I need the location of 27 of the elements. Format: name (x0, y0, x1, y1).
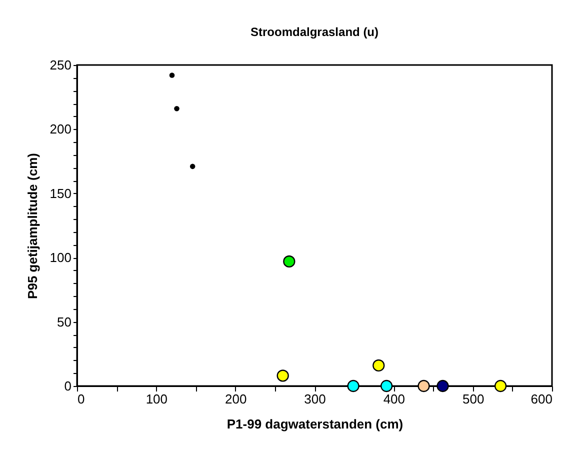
x-tick-label: 600 (530, 392, 552, 406)
y-tick-label: 50 (57, 314, 72, 330)
point (380, 380, 393, 392)
point (283, 255, 296, 268)
x-axis-title: P1-99 dagwaterstanden (cm) (226, 416, 404, 432)
point (190, 164, 196, 170)
point (347, 380, 360, 392)
x-tick-label: 0 (78, 392, 85, 406)
y-tick-label: 150 (50, 186, 72, 201)
x-tick-label: 500 (462, 392, 484, 406)
x-tick-label: 400 (383, 392, 406, 406)
x-tick-label: 300 (304, 392, 326, 406)
x-tick-label: 200 (224, 392, 247, 406)
point (174, 106, 180, 112)
point (372, 359, 385, 372)
point (276, 370, 289, 382)
y-axis-title: P95 getijamplitude (cm) (24, 153, 40, 299)
chart-title: Stroomdalgrasland (u) (250, 25, 379, 39)
y-tick-label: 200 (50, 122, 72, 137)
x-tick-label: 100 (146, 392, 168, 406)
point (436, 380, 449, 392)
y-tick-label: 100 (50, 250, 72, 266)
y-tick-label: 250 (50, 58, 72, 72)
point (169, 72, 175, 78)
point (418, 380, 430, 392)
point (494, 380, 507, 392)
y-tick-label: 0 (64, 378, 72, 394)
